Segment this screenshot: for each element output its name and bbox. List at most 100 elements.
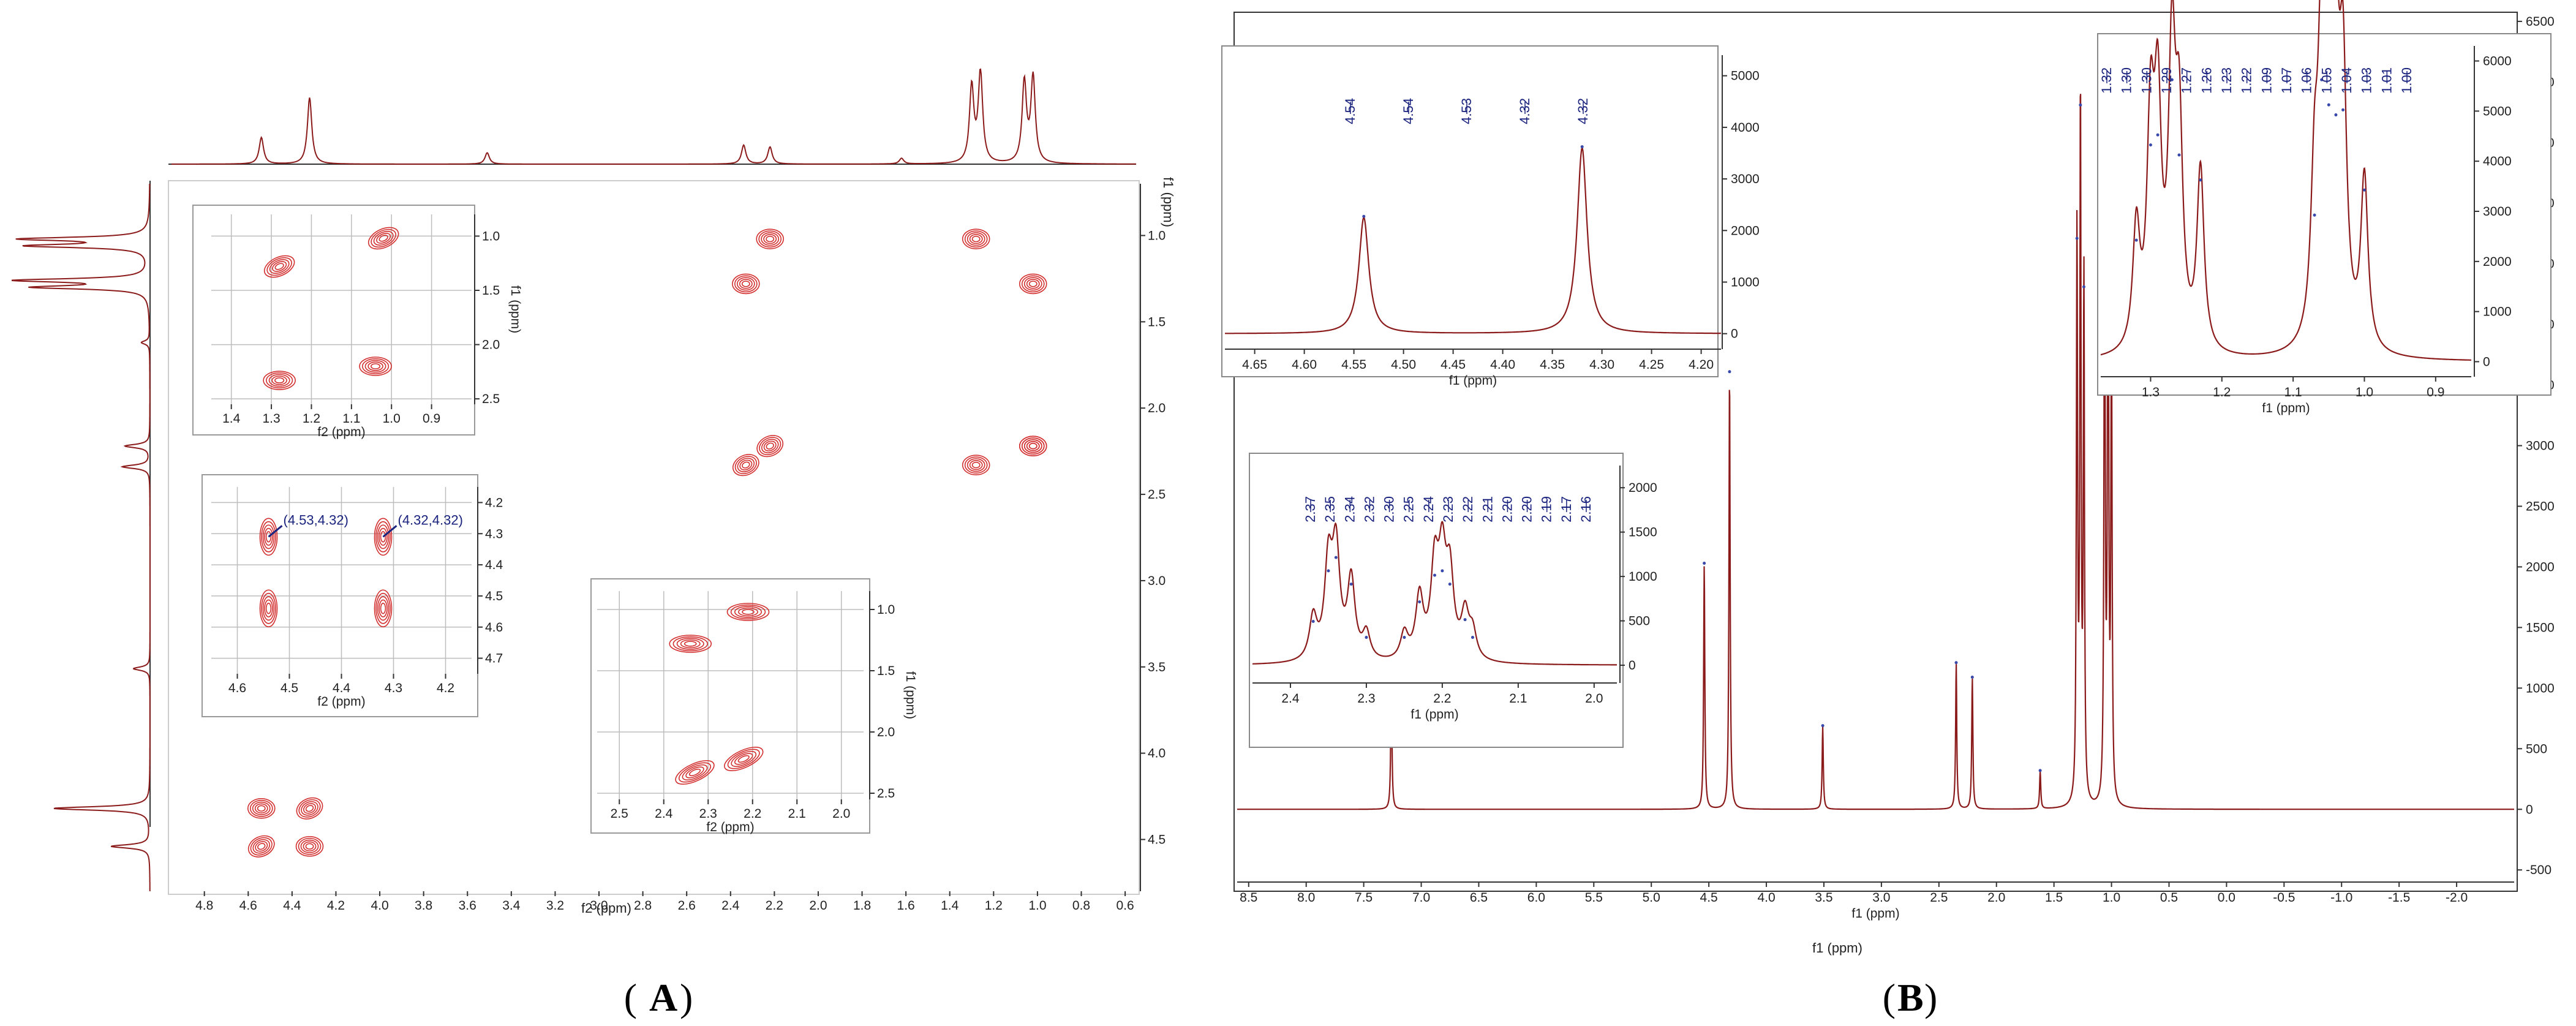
contour-ring bbox=[247, 835, 275, 858]
peak-marker bbox=[1463, 618, 1467, 622]
x-tick-label: 1.1 bbox=[342, 412, 360, 426]
cross-peak bbox=[726, 603, 770, 621]
contour-ring bbox=[257, 843, 266, 850]
peak-marker bbox=[2320, 78, 2324, 81]
peak-coordinate-label: (4.53,4.32) bbox=[284, 512, 348, 527]
x-tick-label: 4.3 bbox=[385, 681, 402, 695]
panel-a-x-label: f2 (ppm) bbox=[581, 900, 631, 916]
y-tick-label: 4.6 bbox=[485, 621, 503, 635]
x-tick-label: -1.5 bbox=[2388, 891, 2410, 905]
x-tick-label: 3.2 bbox=[546, 899, 564, 913]
contour-ring bbox=[261, 521, 276, 553]
contour-ring bbox=[1026, 441, 1040, 451]
peak-marker bbox=[1728, 370, 1731, 374]
x-tick-label: 3.6 bbox=[459, 899, 476, 913]
y-tick-label: 6500 bbox=[2526, 15, 2555, 29]
svg-text:(: ( bbox=[1883, 976, 1896, 1019]
y-tick-label: 4000 bbox=[1731, 121, 1760, 135]
contour-ring bbox=[724, 747, 764, 771]
contour-ring bbox=[962, 228, 990, 249]
contour-ring bbox=[680, 639, 701, 649]
y-tick-label: 2000 bbox=[2526, 560, 2555, 574]
y-tick-label: 1500 bbox=[2526, 621, 2555, 635]
x-tick-label: 8.5 bbox=[1240, 891, 1257, 905]
contour-ring bbox=[742, 461, 750, 469]
contour-ring bbox=[1028, 442, 1038, 450]
panel-b-1h-nmr: 8.5 8.0 7.5 7.0 6.5 6.0 5.5 5.0 4.5 4.0 3.5 3.0 2.5 2… bbox=[1221, 0, 2555, 1019]
peak-marker bbox=[1334, 556, 1338, 559]
contour-ring bbox=[734, 753, 753, 765]
peak-marker bbox=[1362, 214, 1366, 218]
contour-ring bbox=[374, 518, 393, 556]
x-tick-label: 0.0 bbox=[2218, 891, 2235, 905]
cross-peak bbox=[962, 228, 990, 249]
peak-marker bbox=[2134, 238, 2138, 242]
contour-ring bbox=[300, 839, 319, 853]
x-tick-label: 2.0 bbox=[1585, 692, 1603, 706]
y-tick-label: 4.3 bbox=[485, 527, 503, 541]
y-tick-label: 1.0 bbox=[877, 603, 895, 617]
x-tick-label: 6.5 bbox=[1470, 891, 1488, 905]
contour-ring bbox=[684, 641, 697, 647]
cross-peak bbox=[1019, 436, 1047, 456]
peak-marker bbox=[2341, 108, 2345, 111]
contour-ring bbox=[377, 596, 390, 621]
contour-ring bbox=[971, 461, 981, 469]
cross-peak bbox=[374, 518, 393, 556]
cross-peak bbox=[259, 518, 278, 556]
x-tick-label: 2.2 bbox=[766, 899, 783, 913]
x-tick-label: 2.8 bbox=[634, 899, 652, 913]
panel-a-inset1-frame bbox=[192, 205, 475, 436]
peak-marker bbox=[1471, 636, 1474, 639]
contour-ring bbox=[759, 437, 781, 456]
contour-ring bbox=[361, 358, 390, 375]
panel-a-inset3-frame bbox=[590, 578, 870, 834]
contour-ring bbox=[370, 363, 381, 369]
x-axis-label: f1 (ppm) bbox=[2262, 401, 2310, 415]
contour-ring bbox=[380, 531, 386, 543]
x-tick-label: 4.0 bbox=[371, 899, 388, 913]
panel-a-y-label: f1 (ppm) bbox=[1161, 177, 1176, 227]
cross-peak bbox=[1019, 273, 1047, 295]
x-tick-label: 4.25 bbox=[1639, 358, 1664, 372]
x-tick-label: 3.8 bbox=[415, 899, 432, 913]
peak-marker bbox=[1311, 619, 1315, 623]
contour-ring bbox=[669, 635, 712, 653]
peak-marker bbox=[2075, 236, 2079, 240]
contour-ring bbox=[378, 599, 388, 617]
contour-ring bbox=[367, 361, 383, 371]
x-tick-label: 5.5 bbox=[1585, 891, 1603, 905]
contour-ring bbox=[298, 799, 321, 818]
x-tick-label: 2.5 bbox=[1930, 891, 1948, 905]
x-tick-label: 1.3 bbox=[262, 412, 280, 426]
contour-ring bbox=[756, 228, 785, 249]
contour-ring bbox=[964, 230, 988, 248]
peak-marker bbox=[1441, 569, 1444, 573]
y-tick-label: 1000 bbox=[2483, 305, 2512, 319]
x-tick-label: 4.50 bbox=[1391, 358, 1416, 372]
x-tick-label: 2.5 bbox=[611, 807, 628, 821]
cross-peak bbox=[675, 760, 715, 785]
cross-peak bbox=[367, 227, 399, 250]
contour-ring bbox=[736, 277, 755, 291]
contour-ring bbox=[766, 235, 775, 243]
peak-marker bbox=[2156, 133, 2160, 137]
peak-marker bbox=[1703, 561, 1706, 565]
panel-a-main-plot: 4.8 4.6 4.4 4.2 4.0 3.8 3.6 3.4 3.2 3.0 2.8 2.6 2.4 2… bbox=[195, 184, 1166, 913]
peak-marker bbox=[1418, 600, 1422, 604]
x-tick-label: 4.65 bbox=[1242, 358, 1267, 372]
y-tick-label: 3000 bbox=[2483, 205, 2512, 219]
x-tick-label: 1.6 bbox=[897, 899, 915, 913]
contour-ring bbox=[966, 232, 985, 246]
panel-a-inset-2: 4.6 4.5 4.4 4.3 4.2 4.2 4.3 4.4 4.5 4.6 4.7 f2 (ppm… bbox=[211, 487, 503, 709]
contour-ring bbox=[966, 458, 985, 472]
y-tick-label: 1500 bbox=[1629, 526, 1657, 540]
y-tick-label: 4.5 bbox=[485, 589, 503, 603]
peak-marker bbox=[2199, 178, 2202, 182]
y-tick-label: 4.2 bbox=[485, 496, 503, 510]
cross-peak bbox=[756, 228, 785, 249]
y-tick-label: 4.4 bbox=[485, 558, 503, 572]
y-tick-label: 4000 bbox=[2483, 154, 2512, 168]
x-tick-label: 4.55 bbox=[1341, 358, 1366, 372]
contour-ring bbox=[359, 356, 392, 376]
